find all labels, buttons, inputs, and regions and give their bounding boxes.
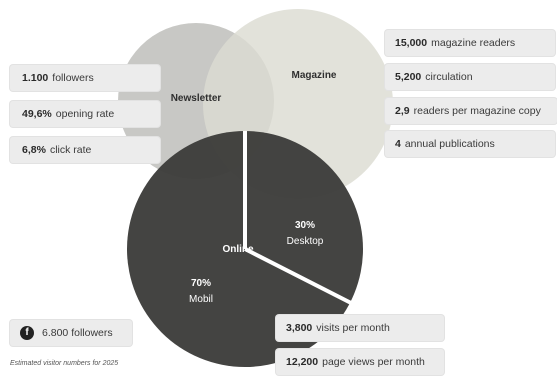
stat-text: circulation <box>425 71 473 83</box>
stat-value: 12,200 <box>286 356 319 368</box>
mobile-label: Mobil <box>189 294 213 305</box>
stat-text: opening rate <box>55 108 115 120</box>
stat-text: page views per month <box>322 356 425 368</box>
stat-text: followers <box>52 72 94 84</box>
desktop-label: Desktop <box>287 236 324 247</box>
stat-text: annual publications <box>404 138 495 150</box>
stat-value: 1.100 <box>22 72 49 84</box>
magazine-readers-per-copy-tag: 2,9 readers per magazine copy <box>385 98 557 124</box>
desktop-percent: 30% <box>295 220 315 231</box>
newsletter-opening-rate-tag: 49,6% opening rate <box>10 101 160 127</box>
stat-value: 5,200 <box>395 71 422 83</box>
newsletter-followers-tag: 1.100 followers <box>10 65 160 91</box>
magazine-label: Magazine <box>291 70 336 81</box>
magazine-publications-tag: 4 annual publications <box>385 131 555 157</box>
stat-value: 3,800 <box>286 322 313 334</box>
facebook-followers-tag: f 6.800 followers <box>10 320 132 346</box>
divider-line-diagonal <box>244 247 356 307</box>
stat-value: 2,9 <box>395 105 410 117</box>
stat-text: readers per magazine copy <box>413 105 541 117</box>
stat-text: visits per month <box>316 322 390 334</box>
mobile-percent: 70% <box>191 278 211 289</box>
online-visits-tag: 3,800 visits per month <box>276 315 444 341</box>
online-label: Online <box>222 244 254 255</box>
stat-value: 4 <box>395 138 401 150</box>
footnote: Estimated visitor numbers for 2025 <box>10 360 119 367</box>
stat-value: 6,8% <box>22 144 46 156</box>
stat-value: 15,000 <box>395 37 428 49</box>
online-page-views-tag: 12,200 page views per month <box>276 349 444 375</box>
newsletter-label: Newsletter <box>171 93 222 104</box>
stat-text: click rate <box>49 144 92 156</box>
facebook-followers-text: 6.800 followers <box>42 327 113 339</box>
magazine-readers-tag: 15,000 magazine readers <box>385 30 555 56</box>
facebook-icon: f <box>20 326 34 341</box>
stat-value: 49,6% <box>22 108 52 120</box>
magazine-circulation-tag: 5,200 circulation <box>385 64 555 90</box>
stat-text: magazine readers <box>431 37 516 49</box>
newsletter-click-rate-tag: 6,8% click rate <box>10 137 160 163</box>
